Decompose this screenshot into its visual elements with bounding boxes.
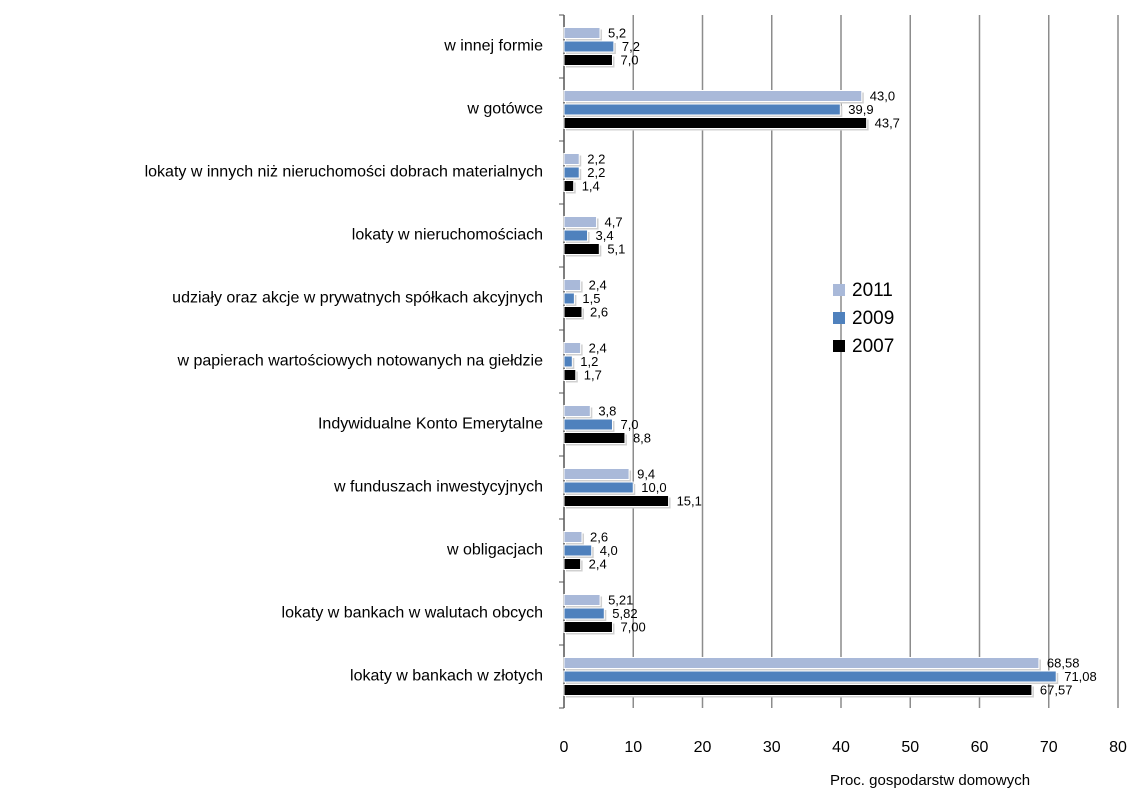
data-label: 3,4 xyxy=(596,228,614,243)
bar xyxy=(563,306,583,318)
data-label: 1,7 xyxy=(584,367,602,382)
data-label: 4,0 xyxy=(600,543,618,558)
data-label: 5,2 xyxy=(608,25,626,40)
bar xyxy=(563,594,601,606)
bar xyxy=(563,558,582,570)
y-tick-label: lokaty w bankach w złotych xyxy=(350,668,543,685)
data-label: 43,0 xyxy=(870,88,895,103)
bar xyxy=(563,243,600,255)
bar xyxy=(563,495,670,507)
y-tick-label: w obligacjach xyxy=(446,542,543,559)
data-label: 2,6 xyxy=(590,529,608,544)
data-label: 5,21 xyxy=(608,592,633,607)
bar xyxy=(563,531,583,543)
y-tick-label: lokaty w bankach w walutach obcych xyxy=(282,605,543,622)
legend-label: 2009 xyxy=(852,308,894,329)
x-tick-label: 0 xyxy=(560,739,569,756)
data-label: 7,0 xyxy=(620,52,638,67)
bar xyxy=(563,216,598,228)
bar xyxy=(563,103,841,116)
x-tick-label: 20 xyxy=(694,739,712,756)
legend-swatch xyxy=(833,312,845,324)
y-tick-label: Indywidualne Konto Emerytalne xyxy=(318,416,543,433)
bar xyxy=(563,117,868,129)
bar xyxy=(563,405,591,417)
data-label: 15,1 xyxy=(677,493,702,508)
x-tick-label: 80 xyxy=(1109,739,1127,756)
data-label: 8,8 xyxy=(633,430,651,445)
data-label: 2,4 xyxy=(589,340,607,355)
data-label: 2,6 xyxy=(590,304,608,319)
data-label: 2,4 xyxy=(589,556,607,571)
bar xyxy=(563,621,613,633)
bar xyxy=(563,369,577,381)
y-tick-label: w innej formie xyxy=(443,38,543,55)
y-tick-label: w funduszach inwestycyjnych xyxy=(333,479,543,496)
data-label: 68,58 xyxy=(1047,655,1080,670)
x-tick-label: 40 xyxy=(832,739,850,756)
x-tick-label: 50 xyxy=(901,739,919,756)
data-label: 9,4 xyxy=(637,466,655,481)
data-label: 7,00 xyxy=(620,619,645,634)
bar xyxy=(563,607,605,620)
bar xyxy=(563,54,613,66)
data-label: 39,9 xyxy=(848,102,873,117)
bar xyxy=(563,432,626,444)
bar xyxy=(563,180,575,192)
data-label: 1,4 xyxy=(582,178,600,193)
legend-swatch xyxy=(833,340,845,352)
legend-label: 2007 xyxy=(852,336,894,357)
y-tick-label: w gotówce xyxy=(466,101,543,118)
data-label: 2,4 xyxy=(589,277,607,292)
y-tick-label: lokaty w innych niż nieruchomości dobrac… xyxy=(145,164,543,181)
data-label: 10,0 xyxy=(641,480,666,495)
data-label: 5,82 xyxy=(612,606,637,621)
data-label: 2,2 xyxy=(587,151,605,166)
bar xyxy=(563,153,580,165)
data-label: 7,0 xyxy=(620,417,638,432)
bar xyxy=(563,229,589,242)
bar xyxy=(563,342,582,354)
bar xyxy=(563,418,613,431)
data-label: 7,2 xyxy=(622,39,640,54)
y-tick-label: lokaty w nieruchomościach xyxy=(352,227,543,244)
x-tick-label: 10 xyxy=(624,739,642,756)
bar xyxy=(563,544,593,557)
bar xyxy=(563,40,615,53)
bar xyxy=(563,670,1057,683)
bar xyxy=(563,279,582,291)
data-label: 67,57 xyxy=(1040,682,1073,697)
bar xyxy=(563,684,1033,696)
legend-label: 2011 xyxy=(852,280,893,301)
data-label: 1,5 xyxy=(582,291,600,306)
bar xyxy=(563,468,630,480)
data-label: 2,2 xyxy=(587,165,605,180)
data-label: 1,2 xyxy=(580,354,598,369)
bar xyxy=(563,481,634,494)
x-tick-label: 70 xyxy=(1040,739,1058,756)
data-label: 3,8 xyxy=(598,403,616,418)
bar xyxy=(563,657,1040,669)
bar xyxy=(563,355,573,368)
x-axis-label: Proc. gospodarstw domowych xyxy=(830,772,1030,789)
bar xyxy=(563,90,863,102)
x-tick-label: 30 xyxy=(763,739,781,756)
x-tick-label: 60 xyxy=(971,739,989,756)
data-label: 5,1 xyxy=(607,241,625,256)
bar xyxy=(563,166,580,179)
bar xyxy=(563,292,575,305)
data-label: 4,7 xyxy=(605,214,623,229)
legend-swatch xyxy=(833,284,845,296)
data-label: 71,08 xyxy=(1064,669,1097,684)
y-tick-label: udziały oraz akcje w prywatnych spółkach… xyxy=(172,290,543,307)
bar xyxy=(563,27,601,39)
y-tick-label: w papierach wartościowych notowanych na … xyxy=(176,353,543,370)
data-label: 43,7 xyxy=(875,115,900,130)
